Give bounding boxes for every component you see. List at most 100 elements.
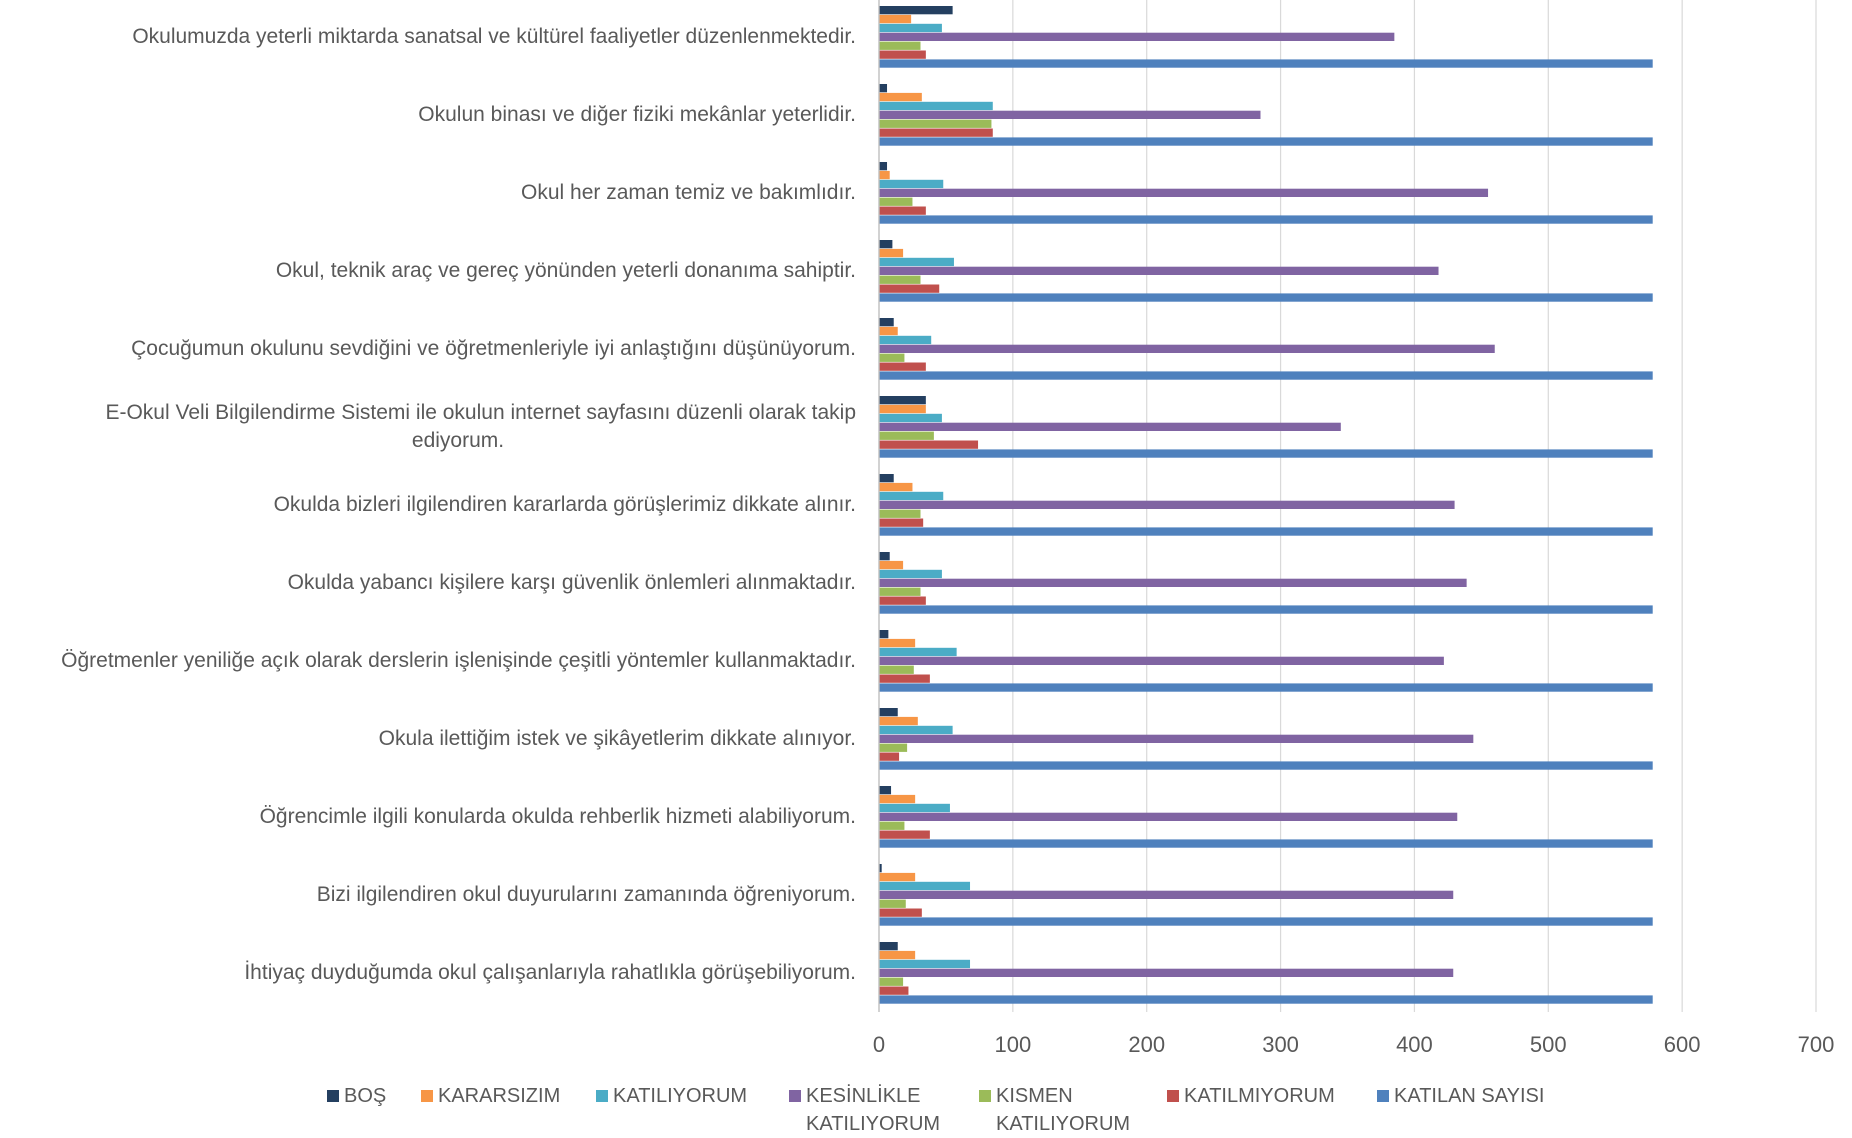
legend-swatch [421,1090,433,1102]
bar [879,761,1653,770]
legend-label: KATILMIYORUM [1184,1085,1335,1107]
category-label: Çocuğumun okulunu sevdiğini ve öğretmenl… [131,337,856,360]
bar [879,6,953,15]
x-tick-label: 400 [1396,1032,1433,1057]
x-tick-label: 100 [994,1032,1031,1057]
bar [879,812,1458,821]
bar [879,665,914,674]
bar [879,371,1653,380]
bar [879,162,888,171]
category-label: Okul, teknik araç ve gereç yönünden yete… [276,259,856,282]
bar [879,872,916,882]
bar [879,509,921,518]
bar [879,674,930,683]
bar [879,552,890,561]
bar [879,170,890,180]
category-label: Okulun binası ve diğer fiziki mekânlar y… [418,103,856,126]
bar [879,84,888,93]
bar [879,743,908,752]
bar [879,578,1467,587]
bar [879,257,954,267]
legend-swatch [327,1090,339,1102]
bar [879,293,1653,302]
bar [879,179,944,189]
bar [879,968,1454,977]
bar [879,786,892,795]
bar [879,14,912,24]
bar [879,995,1653,1004]
bar [879,587,921,596]
bar [879,864,882,873]
legend-swatch [789,1090,801,1102]
bar [879,683,1653,692]
bar [879,474,894,483]
category-label: ediyorum. [412,429,504,452]
legend: BOŞ KARARSIZIM KATILIYORUM KESİNLİKLE KATILI… [327,1084,1544,1135]
bar [879,821,905,830]
category-label: Okulda bizleri ilgilendiren kararlarda g… [274,493,856,516]
legend-label: KATILIYORUM [806,1113,940,1133]
legend-label: BOŞ [344,1085,386,1107]
bar [879,638,916,648]
bar [879,569,942,579]
bar [879,32,1395,41]
bar [879,422,1341,431]
category-label: Öğretmenler yeniliğe açık olarak dersler… [61,649,856,672]
bar [879,413,942,423]
legend-swatch [1167,1090,1179,1102]
x-tick-label: 0 [873,1032,885,1057]
x-tick-label: 200 [1128,1032,1165,1057]
bar [879,396,926,405]
category-label: Okulumuzda yeterli miktarda sanatsal ve … [132,25,856,48]
bar [879,188,1489,197]
bar [879,950,916,960]
bar [879,266,1439,275]
bar [879,890,1454,899]
bar [879,899,906,908]
bar [879,50,926,59]
bar [879,326,898,336]
x-tick-label: 700 [1798,1032,1835,1057]
category-label: Okul her zaman temiz ve bakımlıdır. [521,181,856,204]
bar [879,605,1653,614]
bars [879,6,1653,1004]
bar [879,344,1495,353]
bar [879,215,1653,224]
bar [879,830,930,839]
bar [879,708,898,717]
bar [879,527,1653,536]
bar [879,839,1653,848]
bar [879,959,971,969]
bar [879,248,904,258]
bar [879,647,957,657]
bar [879,942,898,951]
bar [879,794,916,804]
category-label: İhtiyaç duyduğumda okul çalışanlarıyla r… [244,961,856,984]
bar [879,137,1653,146]
bar [879,560,904,570]
bar [879,128,993,137]
bar [879,716,918,726]
bar [879,734,1474,743]
bar [879,119,992,128]
bar [879,977,904,986]
x-tick-label: 300 [1262,1032,1299,1057]
bar [879,630,889,639]
bar [879,240,893,249]
bar [879,353,905,362]
bar [879,986,909,995]
bar [879,881,971,891]
bar [879,318,894,327]
bar [879,656,1444,665]
bar [879,275,921,284]
bar [879,431,934,440]
legend-swatch [596,1090,608,1102]
bar [879,206,926,215]
legend-swatch [1377,1090,1389,1102]
bar [879,362,926,371]
bar [879,908,922,917]
category-label: E-Okul Veli Bilgilendirme Sistemi ile ok… [105,401,856,424]
bar [879,335,932,345]
bar [879,482,913,492]
